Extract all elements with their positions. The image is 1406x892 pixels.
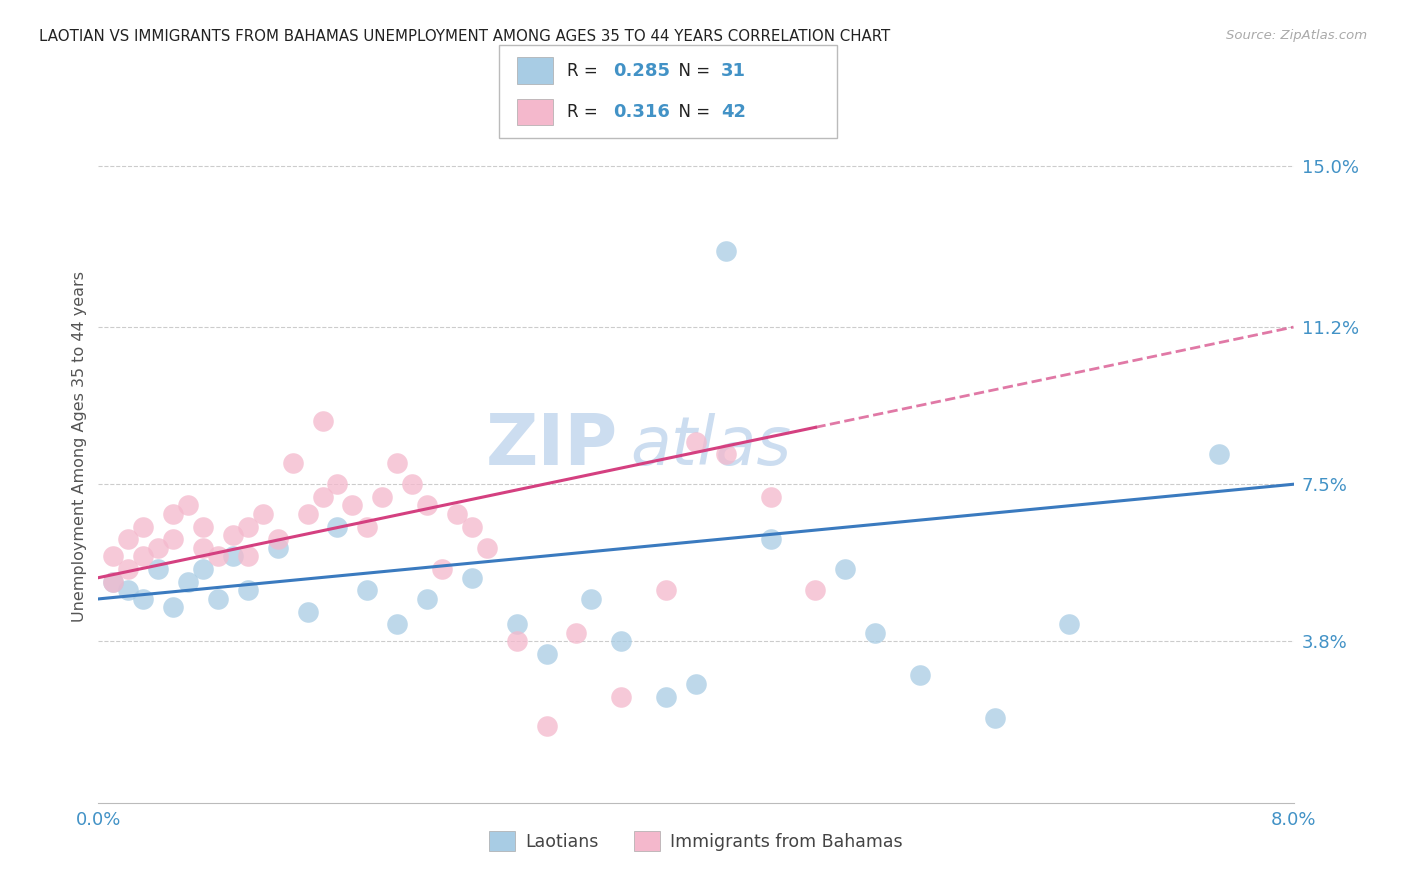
Point (162, 507, 184, 521)
Point (297, 605, 319, 619)
Point (132, 549, 155, 564)
Point (536, 647, 558, 661)
Point (1059, 617, 1081, 632)
Point (416, 591, 439, 606)
Text: N =: N = (668, 103, 716, 121)
Point (281, 456, 304, 470)
Point (1208, 448, 1230, 462)
Point (132, 519, 155, 533)
Point (207, 549, 229, 564)
Point (297, 507, 319, 521)
Point (117, 533, 139, 547)
Point (430, 562, 453, 576)
Point (610, 690, 633, 704)
Point (356, 519, 378, 533)
Point (148, 562, 170, 576)
Point (834, 562, 856, 576)
Point (326, 477, 349, 491)
Point (252, 507, 274, 521)
Point (416, 499, 439, 513)
Point (207, 591, 229, 606)
Point (759, 490, 782, 504)
Point (311, 490, 333, 504)
Point (506, 617, 529, 632)
Point (461, 571, 484, 585)
Point (117, 583, 139, 598)
Point (581, 591, 603, 606)
Point (356, 583, 378, 598)
Point (655, 583, 678, 598)
Text: Source: ZipAtlas.com: Source: ZipAtlas.com (1226, 29, 1367, 42)
Point (506, 634, 529, 648)
Point (103, 574, 125, 589)
Point (326, 519, 349, 533)
Point (103, 549, 125, 564)
Point (984, 711, 1007, 725)
Y-axis label: Unemployment Among Ages 35 to 44 years: Unemployment Among Ages 35 to 44 years (72, 270, 87, 622)
Point (446, 507, 468, 521)
Text: LAOTIAN VS IMMIGRANTS FROM BAHAMAS UNEMPLOYMENT AMONG AGES 35 TO 44 YEARS CORREL: LAOTIAN VS IMMIGRANTS FROM BAHAMAS UNEMP… (39, 29, 890, 44)
Point (311, 413, 333, 427)
Point (191, 519, 214, 533)
Point (103, 574, 125, 589)
Text: ZIP: ZIP (486, 411, 619, 481)
Point (610, 634, 633, 648)
Point (236, 519, 259, 533)
Point (191, 541, 214, 555)
Point (401, 477, 423, 491)
Point (565, 626, 588, 640)
Text: N =: N = (668, 62, 716, 79)
Point (132, 591, 155, 606)
Point (759, 533, 782, 547)
Point (342, 499, 364, 513)
Point (222, 528, 245, 542)
Point (236, 583, 259, 598)
Point (536, 719, 558, 733)
Point (222, 549, 245, 564)
Point (371, 490, 394, 504)
Point (655, 690, 678, 704)
Point (162, 600, 184, 615)
Text: 31: 31 (721, 62, 747, 79)
Point (714, 244, 737, 258)
Point (385, 456, 409, 470)
Text: 0.316: 0.316 (613, 103, 669, 121)
Point (267, 541, 290, 555)
Point (685, 434, 707, 449)
Text: 0.285: 0.285 (613, 62, 671, 79)
Legend: Laotians, Immigrants from Bahamas: Laotians, Immigrants from Bahamas (482, 824, 910, 858)
Point (117, 562, 139, 576)
Point (148, 541, 170, 555)
Point (191, 562, 214, 576)
Point (236, 549, 259, 564)
Point (865, 626, 887, 640)
Point (177, 499, 200, 513)
Point (475, 541, 498, 555)
Point (685, 677, 707, 691)
Point (385, 617, 409, 632)
Point (177, 574, 200, 589)
Point (804, 583, 827, 598)
Point (908, 668, 931, 682)
Point (714, 448, 737, 462)
Text: R =: R = (567, 103, 603, 121)
Point (162, 533, 184, 547)
Point (267, 533, 290, 547)
Point (461, 519, 484, 533)
Text: R =: R = (567, 62, 603, 79)
Text: 42: 42 (721, 103, 747, 121)
Text: atlas: atlas (630, 413, 792, 479)
